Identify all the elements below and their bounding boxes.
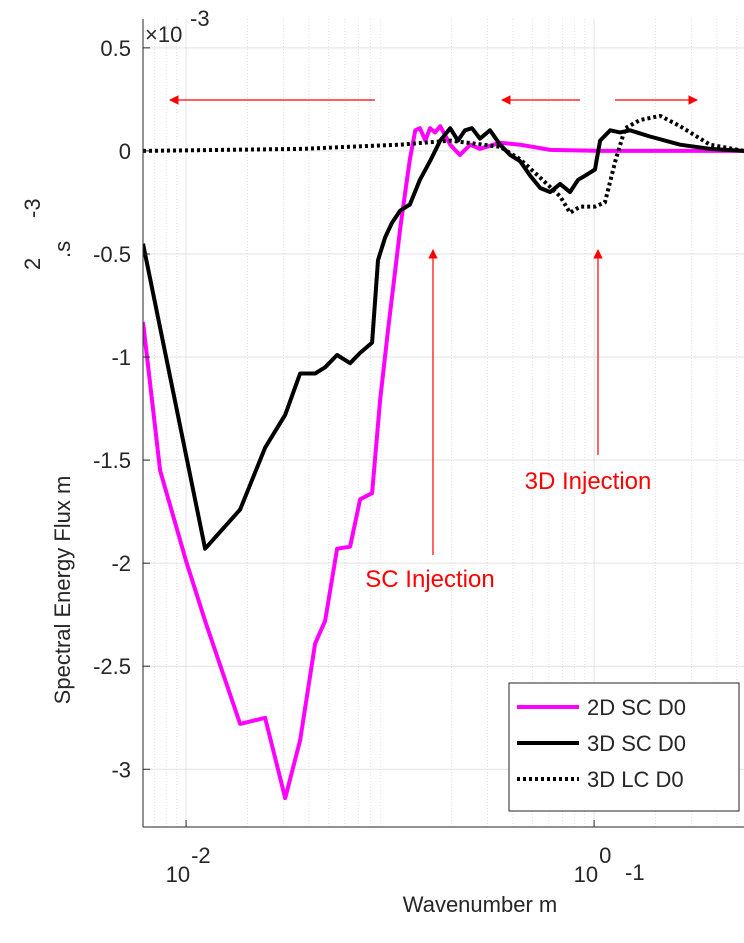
- legend-box: [508, 682, 740, 812]
- x-tick-label: 10: [574, 862, 598, 887]
- annotation: 3D Injection: [525, 468, 652, 495]
- x-tick-label: 10: [166, 862, 190, 887]
- arrows: [169, 95, 698, 555]
- x-tick-exponent: -2: [191, 843, 211, 868]
- y-tick-label: 0.5: [100, 36, 131, 61]
- y-axis-label: Spectral Energy Flux m 2 .s -3: [20, 198, 75, 704]
- y-tick-label: -1.5: [93, 448, 131, 473]
- x-axis-label-exponent: -1: [625, 860, 645, 885]
- legend-label: 2D SC D0: [587, 695, 686, 720]
- y-tick-label: -2: [111, 551, 131, 576]
- plot-area: [143, 113, 744, 801]
- annotation: SC Injection: [365, 566, 494, 593]
- y-axis-label-part: 2: [20, 258, 45, 270]
- y-axis-label-part: .s: [50, 241, 75, 258]
- y-tick-label: -2.5: [93, 654, 131, 679]
- y-axis-label-text: Spectral Energy Flux m: [50, 476, 75, 705]
- series-line: [143, 113, 744, 215]
- y-tick-label: -1: [111, 345, 131, 370]
- x-axis-label: Wavenumber m: [403, 892, 557, 917]
- legend: 2D SC D0 3D SC D0 3D LC D0: [508, 682, 740, 812]
- legend-label: 3D SC D0: [587, 731, 686, 756]
- y-multiplier: ×10: [145, 22, 182, 47]
- x-tick-exponent: 0: [599, 843, 611, 868]
- legend-label: 3D LC D0: [587, 767, 684, 792]
- y-axis-label-part: -3: [20, 198, 45, 218]
- series-line: [143, 126, 744, 551]
- y-tick-label: 0: [119, 139, 131, 164]
- y-tick-label: -3: [111, 757, 131, 782]
- y-multiplier-exponent: -3: [190, 6, 210, 31]
- y-tick-label: -0.5: [93, 242, 131, 267]
